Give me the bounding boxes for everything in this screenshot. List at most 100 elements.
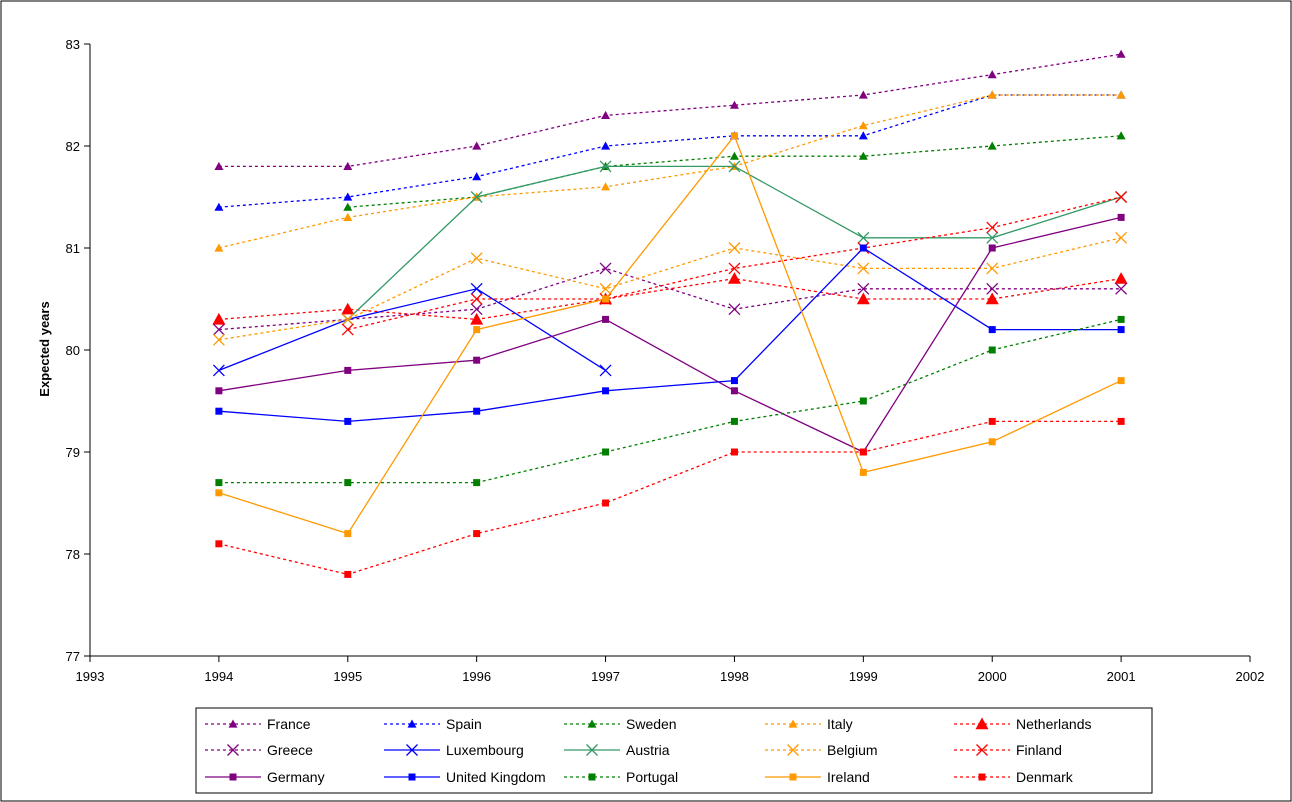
y-tick-label: 82 xyxy=(66,139,80,154)
x-tick-label: 1995 xyxy=(333,669,362,684)
data-point xyxy=(986,282,999,295)
data-point xyxy=(987,70,997,79)
series-line xyxy=(218,94,1122,208)
x-tick-label: 1998 xyxy=(720,669,749,684)
data-point xyxy=(214,161,224,170)
legend-item: Finland xyxy=(954,742,1062,758)
y-tick-label: 77 xyxy=(66,649,80,664)
legend-item: Belgium xyxy=(765,742,878,758)
legend-label: Italy xyxy=(827,716,853,732)
legend-marker xyxy=(787,744,799,756)
data-point xyxy=(1117,315,1125,323)
data-point xyxy=(986,221,999,234)
data-point xyxy=(599,160,612,173)
data-point xyxy=(344,366,352,374)
data-point xyxy=(985,292,999,305)
data-point xyxy=(215,540,223,548)
data-point xyxy=(343,192,353,201)
data-point xyxy=(730,377,738,385)
data-point xyxy=(470,191,483,203)
legend-item: Germany xyxy=(205,769,325,785)
data-point xyxy=(730,417,738,425)
data-point xyxy=(1115,282,1128,295)
data-point xyxy=(601,110,611,119)
data-point xyxy=(212,323,225,336)
series-line xyxy=(218,318,1122,484)
legend-marker xyxy=(789,773,797,781)
data-point xyxy=(472,172,482,181)
data-point xyxy=(859,448,867,456)
data-point xyxy=(1114,272,1128,284)
data-point xyxy=(1117,326,1125,334)
legend-item: Netherlands xyxy=(954,716,1092,732)
legend-item: Austria xyxy=(564,742,670,758)
data-point xyxy=(602,315,610,323)
x-tick-label: 1994 xyxy=(204,669,233,684)
legend-label: Austria xyxy=(626,742,670,758)
data-point xyxy=(988,326,996,334)
data-point xyxy=(856,292,870,305)
legend-marker xyxy=(975,717,989,730)
data-point xyxy=(470,293,483,305)
data-point xyxy=(212,312,226,325)
data-point xyxy=(730,387,738,395)
legend-marker xyxy=(407,719,417,728)
series-line xyxy=(218,277,1122,321)
data-point xyxy=(343,212,353,221)
x-tick-label: 1993 xyxy=(76,669,105,684)
legend-label: Finland xyxy=(1016,742,1062,758)
legend-label: Germany xyxy=(267,769,325,785)
data-point xyxy=(473,479,481,487)
data-point xyxy=(730,448,738,456)
series-line xyxy=(218,53,1122,168)
data-point xyxy=(473,407,481,415)
data-point xyxy=(729,151,739,160)
data-point xyxy=(859,397,867,405)
y-tick-label: 81 xyxy=(66,241,80,256)
legend-item: Luxembourg xyxy=(384,742,524,758)
data-point xyxy=(602,499,610,507)
series-line xyxy=(218,267,1122,331)
data-point xyxy=(858,121,868,130)
data-point xyxy=(472,141,482,150)
data-point xyxy=(1116,49,1126,58)
data-point xyxy=(728,262,741,275)
data-point xyxy=(987,141,997,150)
data-point xyxy=(988,417,996,425)
legend-marker xyxy=(586,744,598,756)
y-tick-label: 80 xyxy=(66,343,80,358)
data-point xyxy=(857,282,870,295)
legend-label: Spain xyxy=(446,716,482,732)
legend-item: Denmark xyxy=(954,769,1074,785)
data-point xyxy=(344,417,352,425)
y-tick-label: 83 xyxy=(66,37,80,52)
legend-label: Luxembourg xyxy=(446,742,524,758)
legend-marker xyxy=(406,744,418,756)
series-france xyxy=(214,49,1126,170)
legend-item: Italy xyxy=(765,716,853,732)
data-point xyxy=(858,131,868,140)
data-point xyxy=(212,333,225,346)
data-point xyxy=(1116,90,1126,99)
data-point xyxy=(1115,231,1128,244)
data-point xyxy=(214,243,224,252)
legend: France Spain Sweden Italy Netherlands Greece L… xyxy=(195,707,1153,794)
data-point xyxy=(602,448,610,456)
legend-marker xyxy=(588,773,596,781)
legend-marker xyxy=(227,744,239,756)
legend-item: Portugal xyxy=(564,769,678,785)
data-point xyxy=(859,468,867,476)
y-tick-label: 78 xyxy=(66,547,80,562)
data-point xyxy=(987,90,997,99)
data-point xyxy=(341,323,354,336)
legend-marker xyxy=(228,719,238,728)
data-point xyxy=(341,313,354,326)
legend-marker xyxy=(408,773,416,781)
x-tick-label: 1996 xyxy=(462,669,491,684)
data-point xyxy=(212,364,225,377)
legend-label: Belgium xyxy=(827,742,878,758)
data-point xyxy=(601,141,611,150)
series-ireland xyxy=(215,132,1125,538)
legend-box xyxy=(195,707,1153,794)
legend-item: Spain xyxy=(384,716,482,732)
